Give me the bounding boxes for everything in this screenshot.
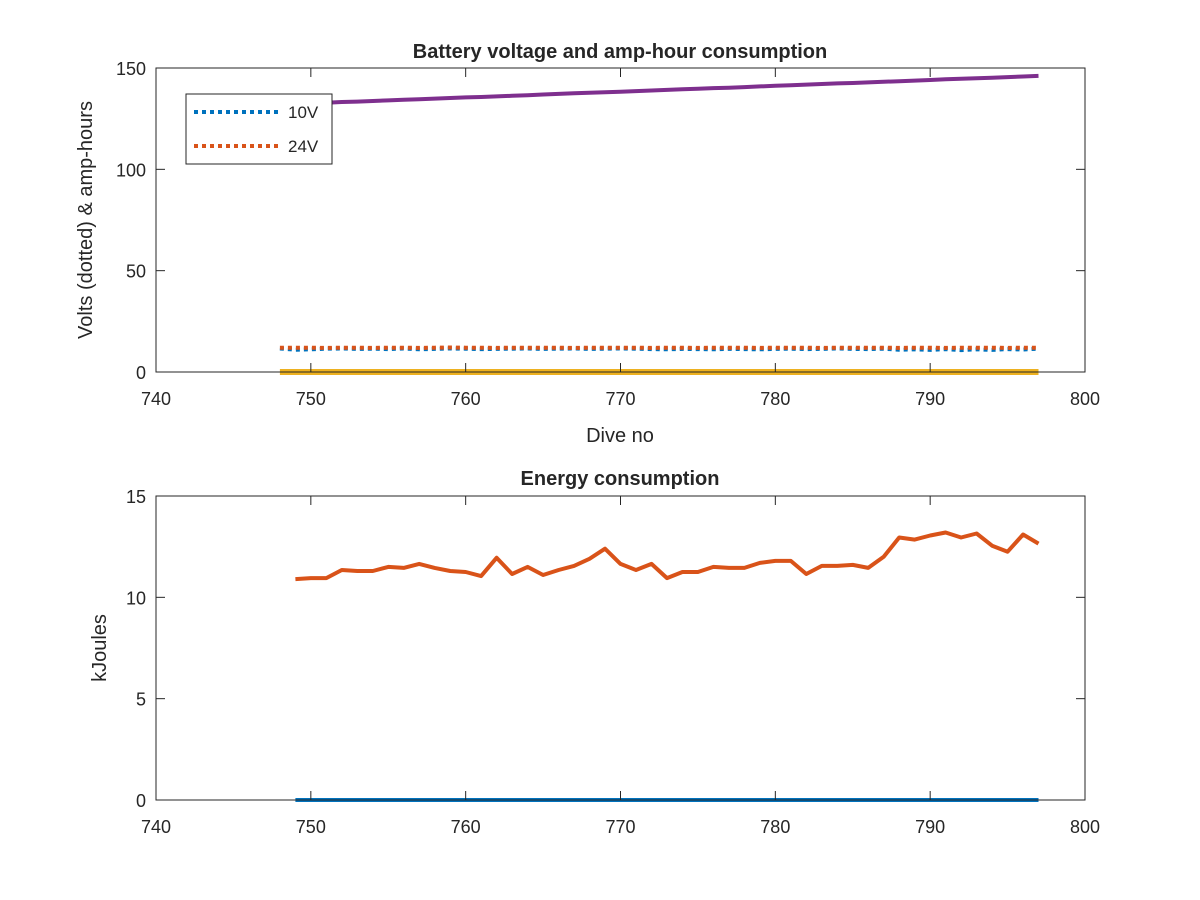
bottom-chart: 740 750 760 770 780 790 800 0 5 10 15 Energy cons…: [89, 468, 1100, 837]
bottom-chart-y-tick-label: 15: [126, 487, 146, 507]
top-chart-x-tick-label: 750: [296, 389, 326, 409]
bottom-chart-title: Energy consumption: [521, 468, 720, 490]
bottom-chart-y-tick-label: 10: [126, 588, 146, 608]
top-chart: 740 750 760 770 780 790 800 0 50 100 150 Battery …: [75, 41, 1100, 447]
top-chart-y-tick-label: 150: [116, 59, 146, 79]
top-chart-y-tick-label: 50: [126, 262, 146, 282]
top-chart-x-tick-label: 770: [605, 389, 635, 409]
bottom-chart-x-tick-label: 800: [1070, 817, 1100, 837]
bottom-chart-x-tick-label: 790: [915, 817, 945, 837]
bottom-chart-x-ticks: 740 750 760 770 780 790 800: [141, 496, 1100, 837]
top-chart-x-tick-label: 760: [451, 389, 481, 409]
legend-box: [185, 93, 333, 165]
bottom-chart-y-label: kJoules: [89, 614, 111, 682]
top-chart-y-ticks: 0 50 100 150: [116, 59, 1085, 383]
bottom-chart-y-ticks: 0 5 10 15: [126, 487, 1085, 811]
top-chart-title: Battery voltage and amp-hour consumption: [413, 41, 827, 63]
top-chart-x-ticks: 740 750 760 770 780 790 800: [141, 68, 1100, 409]
legend-label-24v: 24V: [288, 137, 319, 156]
legend-label-10v: 10V: [288, 103, 319, 122]
bottom-chart-x-tick-label: 750: [296, 817, 326, 837]
top-chart-x-tick-label: 790: [915, 389, 945, 409]
top-chart-y-tick-label: 0: [136, 363, 146, 383]
top-chart-y-label: Volts (dotted) & amp-hours: [75, 101, 97, 339]
top-chart-x-label: Dive no: [586, 425, 654, 447]
bottom-chart-series-line-1: [295, 530, 1040, 582]
top-chart-x-tick-label: 740: [141, 389, 171, 409]
top-chart-y-tick-label: 100: [116, 160, 146, 180]
bottom-chart-x-tick-label: 760: [451, 817, 481, 837]
top-chart-series-line-3: [279, 73, 1039, 107]
top-chart-x-tick-label: 780: [760, 389, 790, 409]
bottom-chart-y-tick-label: 5: [136, 690, 146, 710]
bottom-chart-y-tick-label: 0: [136, 791, 146, 811]
bottom-chart-x-tick-label: 780: [760, 817, 790, 837]
bottom-chart-x-tick-label: 770: [605, 817, 635, 837]
bottom-chart-x-tick-label: 740: [141, 817, 171, 837]
top-chart-legend: 10V 24V: [185, 93, 333, 165]
top-chart-x-tick-label: 800: [1070, 389, 1100, 409]
